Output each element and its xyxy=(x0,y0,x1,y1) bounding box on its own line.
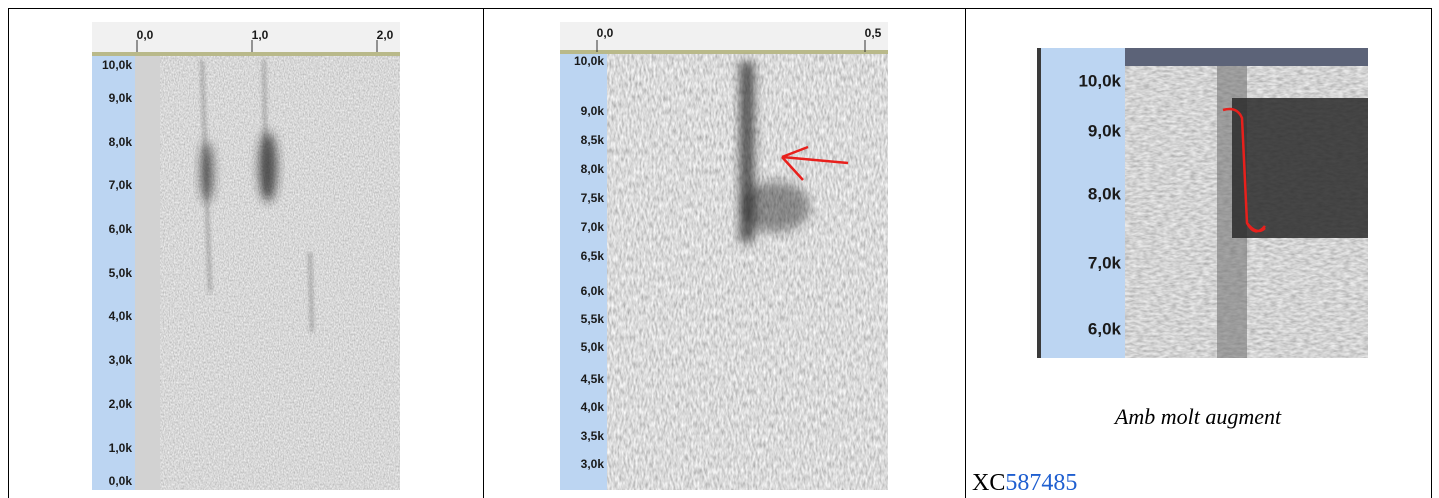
x-tick-label: 0,0 xyxy=(597,26,614,40)
table-border xyxy=(8,8,1432,9)
spectrogram-zoom: 10,0k 9,0k 8,0k 7,0k 6,0k xyxy=(1037,48,1368,358)
y-tick-label: 4,0k xyxy=(581,400,605,414)
annotation-bracket xyxy=(1222,107,1266,233)
y-tick-label: 7,0k xyxy=(581,220,605,234)
y-tick-label: 3,0k xyxy=(109,353,133,367)
y-tick-label: 7,0k xyxy=(109,178,133,192)
y-tick-label: 8,5k xyxy=(581,133,605,147)
y-tick-label: 8,0k xyxy=(1088,184,1122,203)
y-tick-label: 3,5k xyxy=(581,429,605,443)
y-tick-label: 4,0k xyxy=(109,309,133,323)
spectrogram: 0,0 1,0 2,0 10,0k 9,0k 8,0k 7,0k 6,0k 5,0k 4,0k 3,… xyxy=(92,22,400,490)
y-tick-label: 6,0k xyxy=(109,222,133,236)
table-border xyxy=(483,8,484,498)
y-tick-label: 1,0k xyxy=(109,441,133,455)
table-border xyxy=(965,8,966,498)
spectrogram: 0,0 0,5 10,0k 9,0k 8,5k 8,0k 7,5k 7,0k 6,5k 6,0k 5… xyxy=(560,22,888,490)
y-tick-label: 2,0k xyxy=(109,397,133,411)
y-tick-label: 10,0k xyxy=(574,54,604,68)
x-tick-label: 2,0 xyxy=(377,28,394,42)
y-tick-label: 7,5k xyxy=(581,191,605,205)
y-tick-label: 6,0k xyxy=(1088,319,1122,338)
reference-prefix: XC xyxy=(972,470,1006,496)
x-tick-label: 0,0 xyxy=(137,28,154,42)
y-tick-label: 6,0k xyxy=(581,284,605,298)
y-tick-label: 9,0k xyxy=(581,104,605,118)
y-tick-label: 9,0k xyxy=(109,91,133,105)
y-tick-label: 3,0k xyxy=(581,457,605,471)
y-tick-label: 8,0k xyxy=(581,162,605,176)
y-tick-label: 5,5k xyxy=(581,312,605,326)
table-border xyxy=(8,8,9,498)
y-tick-label: 4,5k xyxy=(581,372,605,386)
reference-link[interactable]: 587485 xyxy=(1005,470,1078,496)
reference: XC587485 xyxy=(972,470,1077,497)
table-border xyxy=(1431,8,1432,498)
y-tick-label: 8,0k xyxy=(109,135,133,149)
x-tick-label: 0,5 xyxy=(865,26,882,40)
y-tick-label: 0,0k xyxy=(109,474,133,488)
caption: Amb molt augment xyxy=(1114,404,1282,429)
y-tick-label: 10,0k xyxy=(102,58,132,72)
y-tick-label: 10,0k xyxy=(1078,71,1121,90)
x-tick-label: 1,0 xyxy=(252,28,269,42)
y-tick-label: 9,0k xyxy=(1088,121,1122,140)
y-tick-label: 6,5k xyxy=(581,249,605,263)
y-tick-label: 5,0k xyxy=(581,340,605,354)
y-tick-label: 5,0k xyxy=(109,266,133,280)
y-tick-label: 7,0k xyxy=(1088,253,1122,272)
annotation-arrow xyxy=(781,145,849,181)
